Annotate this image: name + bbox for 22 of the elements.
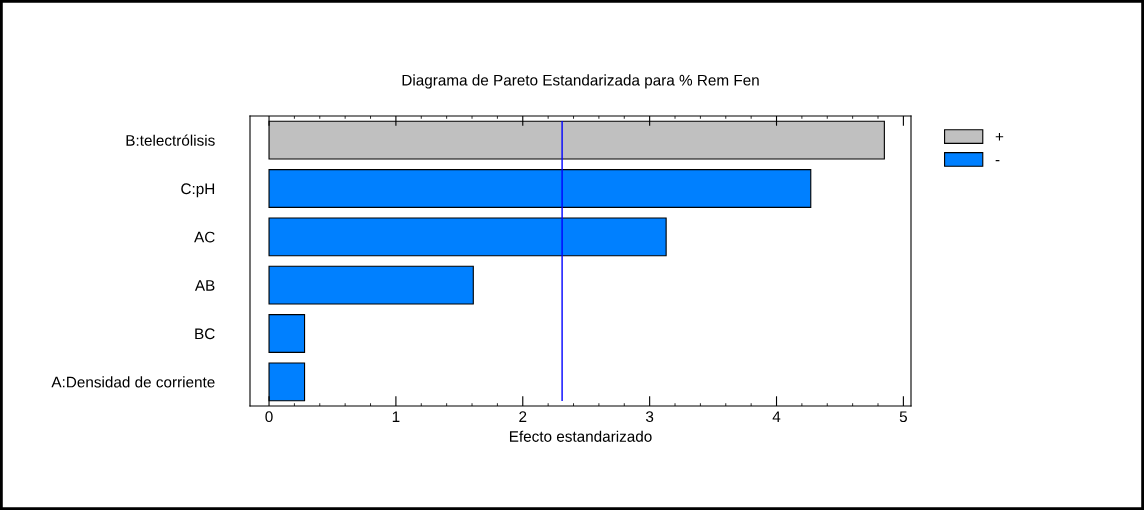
y-tick-label: AB (194, 280, 215, 291)
y-tick-label: AC (194, 231, 215, 243)
y-tick-label: C:pH (181, 183, 215, 198)
y-tick-label: B:telectrólisis (126, 134, 215, 146)
x-tick-label: 2 (519, 411, 527, 422)
y-tick-label: BC (195, 328, 215, 340)
x-tick-label: 1 (392, 411, 400, 422)
legend-label: + (995, 133, 1004, 141)
x-tick-label: 5 (899, 411, 907, 423)
x-axis-title: Efecto estandarizado (509, 430, 652, 442)
bar (268, 169, 812, 208)
chart-title: Diagrama de Pareto Estandarizada para % Rem Fen (402, 74, 759, 89)
x-tick-label: 4 (772, 411, 781, 422)
bar (268, 217, 667, 257)
bar (268, 265, 474, 305)
legend-label: - (995, 160, 1000, 162)
y-tick-label: A:Densidad de corriente (51, 376, 215, 388)
bar (268, 120, 885, 160)
x-tick-label: 0 (265, 411, 273, 423)
x-tick-label: 3 (645, 411, 654, 423)
bar (268, 314, 306, 353)
bar (268, 362, 306, 402)
